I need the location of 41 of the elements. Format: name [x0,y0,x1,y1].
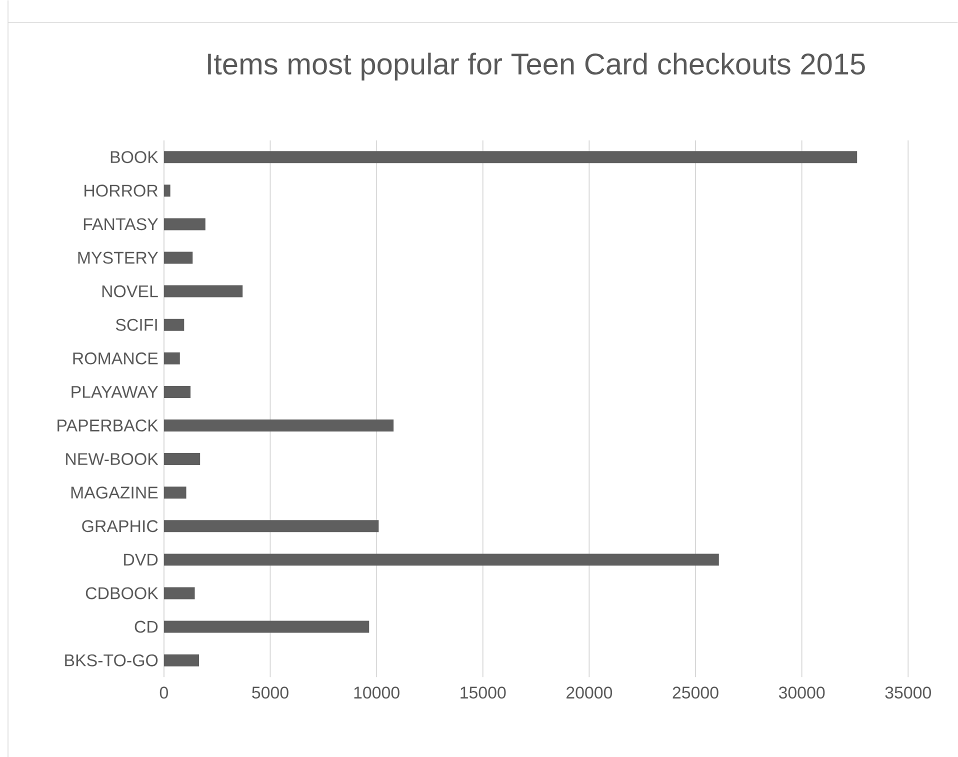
bar [164,218,206,230]
bar [164,150,858,163]
bar [164,587,195,599]
y-tick-label: NEW-BOOK [66,452,158,465]
bar [164,285,243,298]
y-tick-label: MYSTERY [78,252,158,264]
y-tick-label: CD [134,620,158,633]
bar [164,352,180,364]
bar [164,386,191,398]
x-tick-label: 35000 [885,686,932,698]
bar [164,486,186,498]
x-tick-label: 20000 [566,686,612,698]
bar [164,520,379,532]
y-tick-label: PAPERBACK [58,419,158,432]
bar [164,184,170,196]
y-tick-label: BKS-TO-GO [65,654,158,666]
bar [164,452,200,465]
y-tick-label: CDBOOK [86,587,158,600]
bar [164,654,200,666]
y-tick-label: NOVEL [102,285,158,298]
bar [164,318,184,331]
bar [164,419,394,432]
x-tick-label: 30000 [778,686,825,698]
bar [164,252,193,264]
y-tick-label: HORROR [84,184,158,196]
y-tick-label: DVD [124,554,158,566]
bar [164,553,719,566]
y-tick-label: BOOK [110,150,158,163]
y-tick-label: SCIFI [116,318,157,331]
chart-title: Items most popular for Teen Card checkouts 2015 [208,52,865,80]
y-tick-label: GRAPHIC [82,520,158,532]
y-tick-label: ROMANCE [73,352,158,364]
y-tick-label: FANTASY [84,218,158,230]
bar [164,620,370,633]
x-tick-label: 5000 [252,686,288,698]
y-tick-label: MAGAZINE [71,486,158,498]
y-tick-label: PLAYAWAY [72,386,158,398]
x-tick-label: 0 [160,686,168,698]
x-tick-label: 15000 [460,686,506,698]
x-tick-label: 10000 [354,686,400,698]
x-tick-label: 25000 [672,686,718,698]
